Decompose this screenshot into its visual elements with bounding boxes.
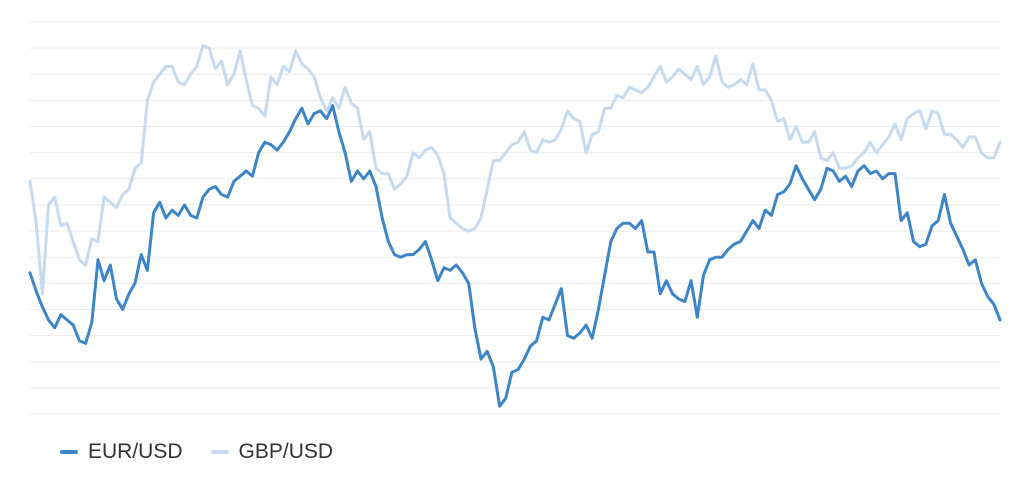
gridlines — [30, 21, 1000, 415]
legend-item-eurusd[interactable]: EUR/USD — [60, 440, 183, 464]
legend: EUR/USD GBP/USD — [60, 440, 333, 464]
legend-item-gbpusd[interactable]: GBP/USD — [210, 440, 334, 464]
series-line-eurusd[interactable] — [28, 104, 1002, 408]
series-lines — [28, 44, 1002, 408]
legend-swatch-eurusd — [60, 450, 78, 454]
series-line-gbpusd[interactable] — [28, 44, 1002, 296]
chart-plot-area — [28, 21, 1002, 415]
legend-label-gbpusd: GBP/USD — [238, 440, 334, 463]
legend-label-eurusd: EUR/USD — [88, 440, 183, 463]
legend-swatch-gbpusd — [210, 450, 229, 454]
